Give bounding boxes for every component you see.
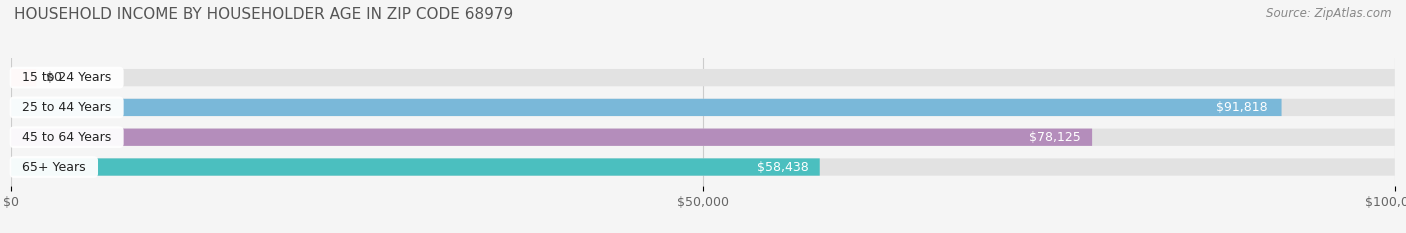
FancyBboxPatch shape [11,158,820,176]
Text: 25 to 44 Years: 25 to 44 Years [14,101,120,114]
FancyBboxPatch shape [11,129,1092,146]
FancyBboxPatch shape [11,158,1395,176]
Text: $0: $0 [46,71,62,84]
FancyBboxPatch shape [11,99,1281,116]
FancyBboxPatch shape [11,99,1395,116]
Text: $78,125: $78,125 [1029,131,1081,144]
Text: 65+ Years: 65+ Years [14,161,94,174]
FancyBboxPatch shape [11,69,37,86]
Text: 15 to 24 Years: 15 to 24 Years [14,71,120,84]
Text: Source: ZipAtlas.com: Source: ZipAtlas.com [1267,7,1392,20]
FancyBboxPatch shape [11,69,1395,86]
Text: HOUSEHOLD INCOME BY HOUSEHOLDER AGE IN ZIP CODE 68979: HOUSEHOLD INCOME BY HOUSEHOLDER AGE IN Z… [14,7,513,22]
Text: 45 to 64 Years: 45 to 64 Years [14,131,120,144]
Text: $58,438: $58,438 [756,161,808,174]
FancyBboxPatch shape [11,129,1395,146]
Text: $91,818: $91,818 [1216,101,1268,114]
